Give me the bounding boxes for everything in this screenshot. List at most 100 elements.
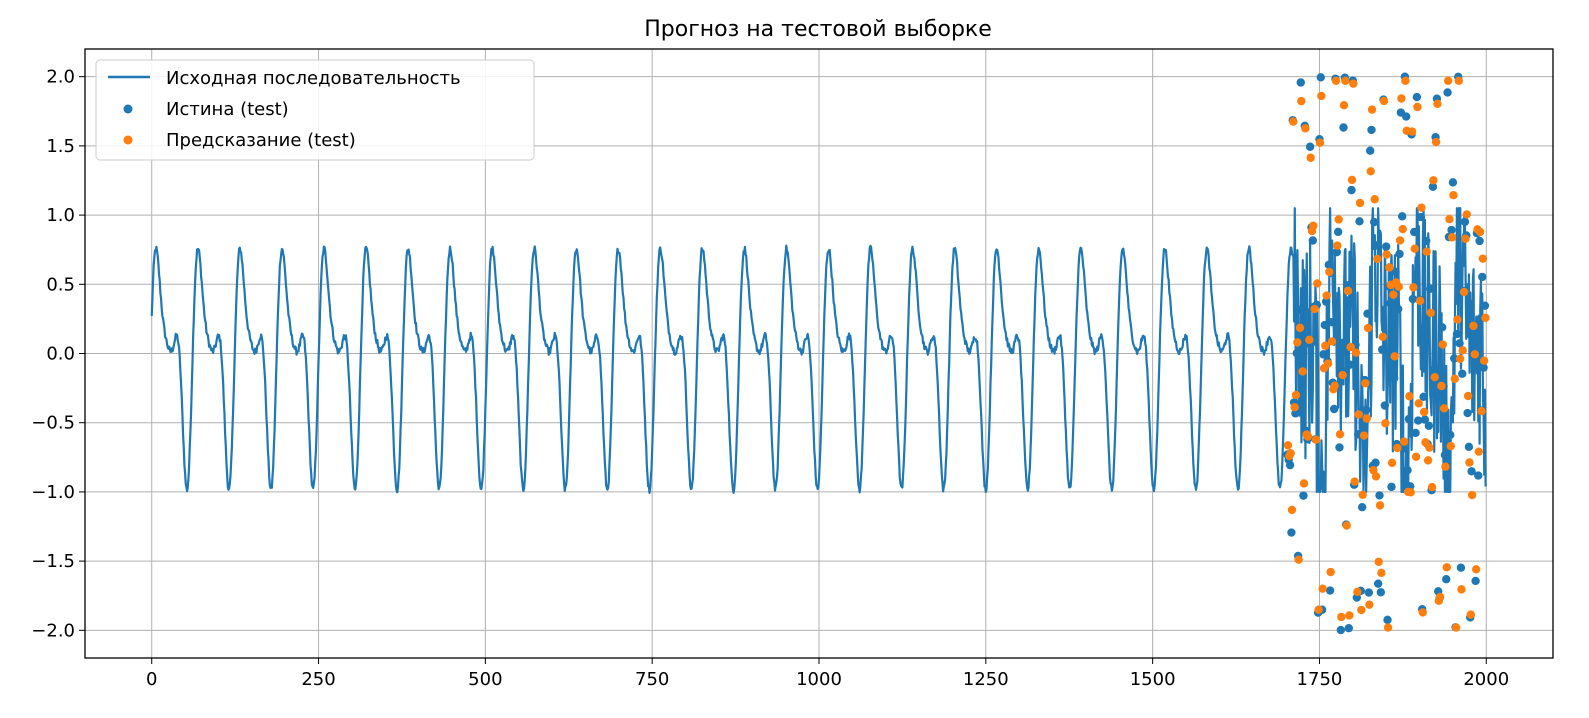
pred-point [1286,449,1295,458]
true-point [1424,421,1434,430]
pred-point [1435,592,1445,602]
pred-point [1394,282,1403,291]
pred-point [1474,447,1484,456]
pred-point [1298,367,1307,376]
pred-point [1311,435,1321,444]
true-point [1410,227,1419,237]
pred-point [1425,443,1434,452]
true-point [1320,320,1329,330]
pred-point [1370,195,1379,204]
true-point [1375,491,1384,500]
x-tick-label: 1750 [1297,669,1343,690]
pred-point [1365,600,1374,609]
pred-point [1283,441,1293,450]
pred-point [1369,465,1378,475]
pred-point [1470,350,1480,359]
x-tick-label: 1250 [963,669,1009,690]
true-point [1308,236,1317,245]
pred-point [1397,94,1406,103]
true-point [1412,92,1422,102]
true-point [1355,217,1364,226]
pred-point [1449,191,1458,200]
pred-point [1367,105,1377,114]
pred-point [1413,102,1422,112]
true-point [1364,588,1374,597]
pred-point [1355,198,1365,208]
pred-point [1333,241,1342,250]
x-tick-label: 0 [146,669,157,690]
true-point [1344,623,1354,633]
pred-point [1426,308,1435,318]
true-point [1426,284,1435,293]
true-point [1367,125,1376,135]
plot-area [150,72,1490,635]
true-point [1480,301,1490,310]
true-point [1387,482,1396,492]
true-point [1391,267,1400,277]
pred-point [1363,323,1373,333]
true-point [1464,442,1474,451]
pred-point [1321,341,1330,350]
pred-point [1398,224,1407,234]
pred-point [1317,91,1326,101]
true-point [1361,405,1371,415]
pred-point [1443,76,1453,86]
y-tick-label: −1.5 [31,551,75,572]
y-tick-label: 1.0 [46,205,75,226]
pred-point [1353,587,1362,597]
pred-point [1301,124,1310,133]
pred-point [1390,352,1399,361]
pred-point [1290,403,1299,412]
pred-point [1349,79,1358,88]
true-point [1399,444,1408,453]
true-point [1479,363,1488,372]
pred-point [1475,227,1485,237]
true-point [1335,443,1344,452]
true-point [1402,112,1411,121]
pred-point [1299,479,1309,488]
true-point [1319,350,1328,359]
pred-point [1287,505,1297,515]
true-point [1404,414,1414,424]
pred-point [1414,399,1423,408]
true-point [1471,576,1480,586]
pred-point [1438,340,1447,349]
true-point [1357,502,1367,512]
true-point [1393,304,1403,314]
pred-point [1385,263,1394,272]
pred-point [1326,567,1335,577]
pred-point [1294,555,1303,564]
true-point [1430,365,1439,374]
pred-point [1377,568,1386,578]
pred-point [1458,346,1467,355]
pred-point [1479,356,1489,365]
pred-point [1366,167,1375,176]
pred-point [1442,563,1451,572]
pred-point [1406,488,1415,497]
pred-point [1313,279,1322,288]
true-point [1381,242,1391,251]
pred-point [1466,610,1475,619]
pred-point [1375,501,1385,510]
true-point [1316,73,1325,82]
pred-point [1343,286,1353,296]
pred-point [1430,372,1439,382]
true-point [1463,408,1472,418]
legend-box [95,59,535,161]
true-point [1438,323,1447,332]
pred-point [1354,410,1363,419]
pred-point [1347,175,1357,185]
true-point [1443,88,1452,97]
pred-point [1350,477,1359,486]
pred-point [1399,437,1409,446]
pred-point [1331,76,1341,86]
pred-point [1455,354,1465,364]
true-point [1376,588,1386,597]
pred-point [1291,390,1301,400]
true-point [1380,401,1390,410]
true-point [1332,247,1342,257]
true-point [1395,249,1404,259]
pred-point [1342,521,1351,530]
pred-point [1419,407,1429,417]
pred-point [1323,359,1333,368]
